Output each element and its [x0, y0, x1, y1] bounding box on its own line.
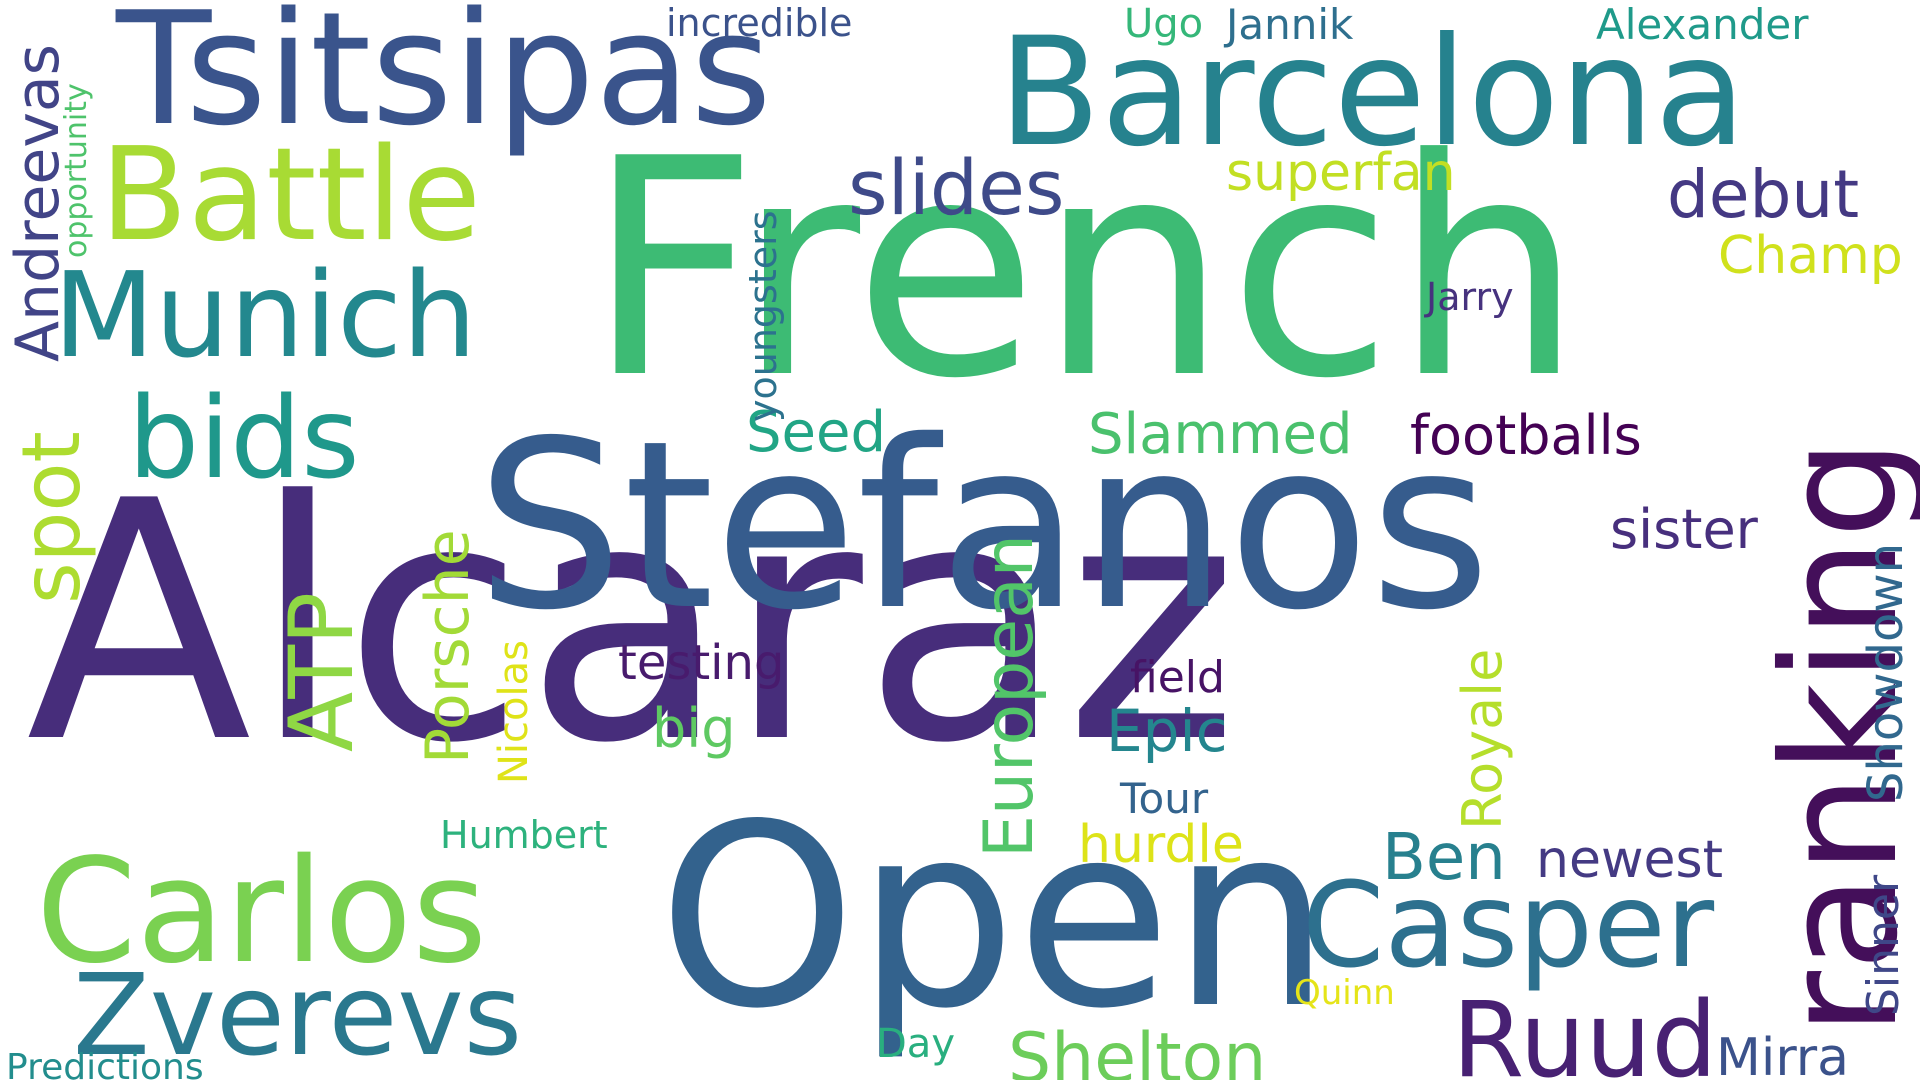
- word-mirra: Mirra: [1716, 1028, 1850, 1080]
- word-predictions: Predictions: [6, 1047, 204, 1080]
- word-debut: debut: [1667, 156, 1860, 233]
- word-porsche: Porsche: [413, 529, 483, 764]
- word-french: French: [586, 95, 1584, 444]
- word-ruud: Ruud: [1452, 979, 1718, 1080]
- word-big: big: [652, 697, 736, 760]
- word-jannik: Jannik: [1226, 0, 1354, 49]
- word-munich: Munich: [53, 246, 477, 384]
- word-hurdle: hurdle: [1078, 815, 1244, 875]
- word-alcaraz: Alcaraz: [26, 431, 1239, 815]
- word-european: European: [970, 534, 1049, 858]
- word-newest: newest: [1536, 830, 1723, 890]
- word-slides: slides: [848, 143, 1065, 232]
- word-nicolas: Nicolas: [491, 640, 537, 784]
- word-stefanos: Stefanos: [476, 391, 1491, 661]
- word-jarry: Jarry: [1426, 275, 1514, 319]
- word-slammed: Slammed: [1088, 402, 1353, 467]
- word-sister: sister: [1610, 498, 1758, 561]
- word-ben: Ben: [1382, 821, 1506, 895]
- word-showdown: Showdown: [1858, 542, 1914, 802]
- word-barcelona: Barcelona: [998, 6, 1747, 180]
- word-humbert: Humbert: [440, 813, 608, 857]
- word-sinner: Sinner: [1858, 874, 1909, 1016]
- word-opportunity: opportunity: [59, 83, 94, 258]
- word-bids: bids: [128, 374, 360, 504]
- word-atp: ATP: [270, 591, 373, 752]
- word-epic: Epic: [1106, 697, 1228, 765]
- word-royale: Royale: [1451, 648, 1514, 830]
- word-day: Day: [876, 1021, 955, 1067]
- word-testing: testing: [618, 635, 785, 691]
- word-youngsters: youngsters: [741, 210, 785, 422]
- word-tour: Tour: [1120, 774, 1209, 823]
- word-open: Open: [658, 771, 1332, 1064]
- word-footballs: footballs: [1410, 404, 1642, 467]
- word-shelton: Shelton: [1008, 1019, 1267, 1080]
- word-incredible: incredible: [666, 1, 853, 45]
- word-tsitsipas: Tsitsipas: [116, 0, 772, 160]
- word-zverevs: Zverevs: [73, 951, 523, 1080]
- word-superfan: superfan: [1226, 143, 1456, 203]
- word-ugo: Ugo: [1124, 1, 1204, 47]
- word-field: field: [1130, 652, 1225, 703]
- word-seed: Seed: [746, 400, 886, 465]
- word-spot: spot: [5, 431, 98, 604]
- word-battle: Battle: [100, 121, 481, 270]
- word-alexander: Alexander: [1596, 0, 1809, 49]
- word-champ: Champ: [1718, 226, 1903, 286]
- word-carlos: Carlos: [36, 827, 488, 995]
- word-quinn: Quinn: [1294, 973, 1395, 1013]
- word-casper: Casper: [1302, 856, 1715, 994]
